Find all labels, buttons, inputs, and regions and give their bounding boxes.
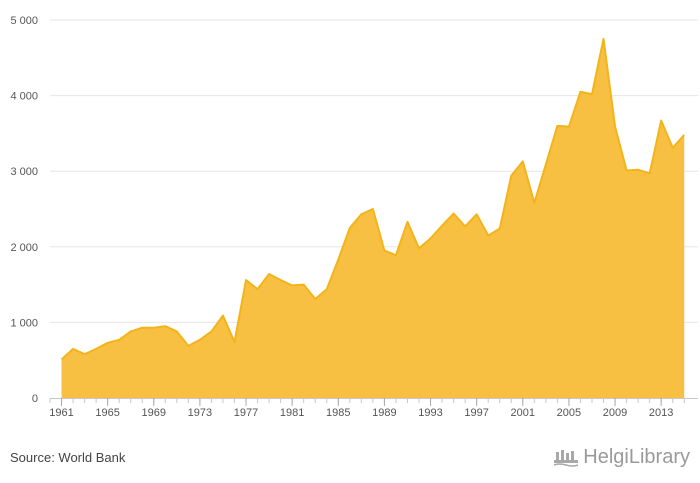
x-tick-label: 2005 [557, 407, 581, 419]
area-line [60, 37, 685, 361]
x-tick-label: 1965 [95, 407, 119, 419]
data-point [383, 250, 385, 252]
data-point [303, 284, 305, 286]
data-point [372, 208, 374, 210]
data-point [61, 358, 63, 360]
data-point [522, 160, 524, 162]
data-point [533, 202, 535, 204]
data-point [349, 227, 351, 229]
x-axis-ticks: 1961 1965 1969 1973 1977 1981 1985 1989 1993 1997… [49, 398, 673, 419]
data-point [603, 38, 605, 40]
data-point [360, 213, 362, 215]
x-tick-label: 1997 [464, 407, 488, 419]
brand-logo[interactable]: HelgiLibrary [553, 446, 690, 469]
data-point [418, 247, 420, 249]
y-tick-label: 5 000 [10, 15, 38, 27]
data-point [591, 93, 593, 95]
data-point [141, 327, 143, 329]
x-tick-label: 1981 [280, 407, 304, 419]
data-point [107, 342, 109, 344]
x-tick-label: 1993 [418, 407, 442, 419]
data-point [556, 125, 558, 127]
data-point [257, 288, 259, 290]
y-tick-label: 0 [32, 393, 38, 405]
data-point [130, 330, 132, 332]
data-point [210, 330, 212, 332]
x-tick-label: 1961 [49, 407, 73, 419]
data-point [614, 126, 616, 128]
x-tick-label: 1969 [142, 407, 166, 419]
data-point [660, 120, 662, 122]
data-point [291, 284, 293, 286]
data-point [626, 169, 628, 171]
data-point [222, 315, 224, 317]
data-point [176, 330, 178, 332]
data-point [545, 163, 547, 165]
axes [49, 398, 698, 403]
data-point [406, 221, 408, 223]
x-tick-label: 2009 [603, 407, 627, 419]
data-point [441, 225, 443, 227]
data-point [118, 339, 120, 341]
data-point [649, 172, 651, 174]
data-point [683, 134, 685, 136]
data-point [510, 175, 512, 177]
area-fill [61, 38, 685, 399]
data-point [234, 341, 236, 343]
data-point [672, 147, 674, 149]
data-point [476, 213, 478, 215]
data-point [337, 259, 339, 261]
data-point [280, 279, 282, 281]
y-tick-label: 4 000 [10, 91, 38, 103]
y-axis-ticks: 0 1 000 2 000 3 000 4 000 5 000 [10, 15, 38, 405]
data-point [568, 126, 570, 128]
x-tick-label: 1973 [188, 407, 212, 419]
source-note: Source: World Bank [10, 450, 126, 465]
x-tick-label: 1985 [326, 407, 350, 419]
data-point [487, 234, 489, 236]
data-point [84, 353, 86, 355]
brand-name: HelgiLibrary [583, 446, 690, 468]
data-point [579, 91, 581, 93]
y-tick-label: 1 000 [10, 317, 38, 329]
x-tick-label: 2013 [649, 407, 673, 419]
y-tick-label: 2 000 [10, 242, 38, 254]
data-point [464, 225, 466, 227]
helgi-library-logo-icon [554, 449, 579, 467]
data-point [199, 339, 201, 341]
data-point [153, 327, 155, 329]
y-tick-label: 3 000 [10, 166, 38, 178]
x-tick-label: 1989 [372, 407, 396, 419]
data-point [637, 169, 639, 171]
data-point [245, 279, 247, 281]
data-point [499, 228, 501, 230]
data-point [326, 288, 328, 290]
area-series [60, 37, 685, 399]
x-tick-label: 2001 [511, 407, 535, 419]
data-point [395, 254, 397, 256]
data-point [430, 237, 432, 239]
data-point [268, 273, 270, 275]
data-point [187, 345, 189, 347]
data-point [164, 325, 166, 327]
data-point [72, 348, 74, 350]
data-point [453, 213, 455, 215]
data-point [314, 298, 316, 300]
data-point [95, 348, 97, 350]
x-tick-label: 1977 [234, 407, 258, 419]
